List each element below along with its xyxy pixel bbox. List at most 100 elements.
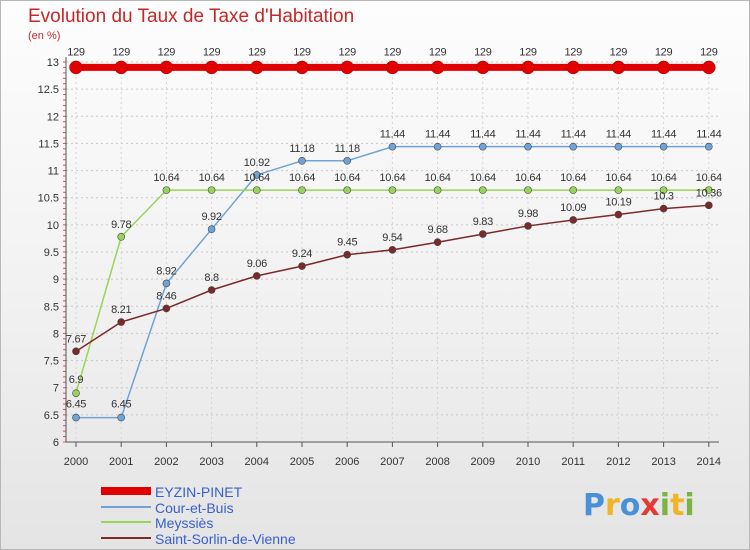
data-point (388, 186, 397, 194)
data-label: 11.44 (470, 129, 495, 141)
data-point (343, 250, 352, 259)
data-label: 129 (112, 46, 130, 58)
y-tick-label: 13 (47, 57, 59, 69)
data-label: 8.92 (156, 265, 176, 277)
data-point (72, 347, 80, 356)
y-tick-label: 8 (53, 328, 59, 340)
y-tick-label: 11 (48, 166, 59, 178)
legend-label: Meyssiès (155, 515, 214, 531)
y-tick-label: 12 (47, 111, 59, 123)
data-label: 9.24 (292, 248, 312, 260)
legend-label: Cour-et-Buis (155, 499, 234, 516)
data-label: 9.54 (382, 232, 402, 244)
data-point (656, 60, 671, 75)
data-point (253, 272, 261, 280)
data-point (298, 157, 306, 165)
data-label: 10.64 (244, 172, 270, 184)
chart-title: Evolution du Taux de Taxe d'Habitation (28, 6, 355, 27)
data-point (117, 233, 125, 241)
data-label: 10.64 (425, 172, 451, 184)
logo-letter: i (684, 488, 695, 523)
data-point (253, 186, 261, 194)
x-tick-label: 2012 (606, 456, 630, 468)
legend-swatch (101, 521, 151, 523)
data-point (569, 142, 578, 151)
data-label: 6.45 (111, 399, 131, 411)
data-label: 10.64 (515, 172, 541, 184)
data-point (524, 142, 532, 151)
data-label: 11.44 (425, 129, 450, 141)
data-label: 129 (248, 46, 266, 58)
data-label: 129 (564, 46, 582, 58)
x-tick-label: 2003 (199, 456, 223, 468)
data-point (659, 142, 668, 151)
data-point (72, 413, 80, 422)
data-label: 129 (610, 46, 628, 58)
data-point (207, 286, 216, 294)
data-point (207, 225, 216, 233)
x-tick-label: 2000 (64, 456, 88, 468)
data-label: 10.64 (153, 172, 179, 184)
logo-letter: P (583, 488, 605, 523)
data-point (478, 142, 487, 151)
y-tick-label: 6.5 (44, 410, 59, 422)
data-point (478, 186, 487, 194)
data-point (433, 142, 442, 151)
data-label: 129 (429, 46, 447, 58)
data-label: 129 (67, 46, 85, 58)
legend-swatch (101, 505, 151, 508)
data-point (298, 262, 306, 270)
data-point (207, 186, 216, 194)
data-point (704, 142, 713, 151)
y-tick-label: 8.5 (44, 301, 59, 313)
data-point (117, 413, 125, 422)
data-point (614, 186, 623, 194)
data-label: 129 (474, 46, 492, 58)
data-label: 10.64 (289, 172, 315, 184)
x-tick-label: 2009 (471, 456, 495, 468)
data-point (388, 246, 397, 254)
x-tick-label: 2005 (290, 456, 314, 468)
x-tick-label: 2008 (425, 456, 449, 468)
data-label: 10.36 (696, 187, 722, 199)
data-point (385, 60, 400, 75)
x-tick-label: 2007 (380, 456, 404, 468)
y-tick-label: 7 (53, 383, 59, 395)
proxiti-logo: Proxiti (583, 488, 695, 523)
data-point (659, 186, 668, 194)
data-label: 10.64 (651, 172, 677, 184)
data-point (478, 230, 487, 238)
data-label: 9.45 (337, 237, 357, 249)
logo-letter: o (619, 488, 641, 523)
data-label: 8.21 (111, 304, 131, 316)
data-label: 11.44 (561, 129, 586, 141)
data-label: 10.3 (653, 191, 673, 203)
data-point (117, 318, 125, 326)
data-label: 9.98 (518, 208, 538, 220)
data-label: 11.18 (289, 143, 314, 155)
data-point (388, 142, 397, 151)
x-tick-label: 2011 (561, 456, 585, 468)
y-tick-label: 10 (47, 220, 59, 232)
logo-letter: x (640, 488, 660, 523)
data-label: 11.18 (335, 143, 360, 155)
y-tick-label: 6 (53, 437, 59, 449)
data-label: 11.44 (380, 129, 405, 141)
data-point (614, 210, 623, 219)
data-point (433, 186, 442, 194)
x-tick-label: 2002 (154, 456, 178, 468)
data-label: 11.44 (696, 129, 721, 141)
logo-letter: t (670, 488, 685, 523)
data-label: 129 (700, 46, 718, 58)
data-point (159, 60, 174, 75)
data-label: 129 (384, 46, 402, 58)
data-point (704, 186, 713, 194)
data-point (430, 60, 445, 75)
data-point (524, 222, 532, 230)
logo-letter: i (659, 488, 671, 523)
data-label: 10.09 (560, 202, 586, 214)
data-point (433, 238, 442, 247)
data-label: 10.64 (470, 172, 496, 184)
data-point (162, 279, 171, 288)
data-label: 10.64 (199, 172, 225, 184)
